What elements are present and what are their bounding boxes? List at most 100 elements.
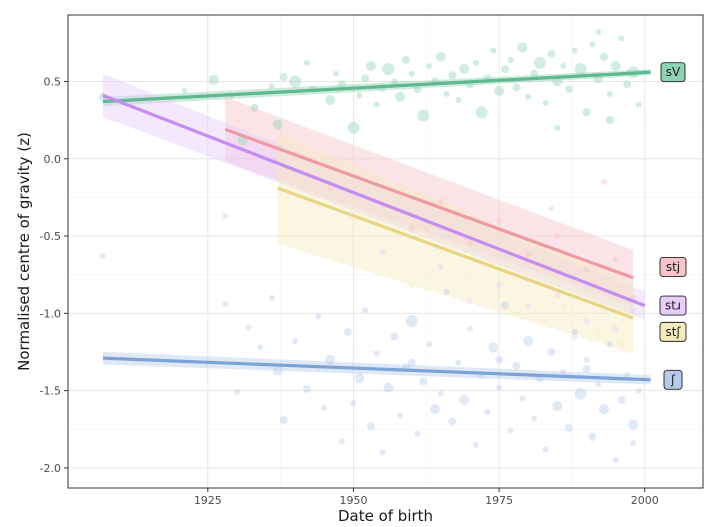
data-point-series [268,294,275,301]
trend-line-series [102,356,651,382]
data-point-sv [413,85,422,94]
data-point-series [628,419,639,430]
series-label-text: ʃ [670,373,676,387]
data-point-series [419,377,428,386]
data-point-stj [525,251,532,258]
data-point-sv [279,72,288,81]
data-point-sv [459,64,470,75]
data-point-st [571,333,578,340]
data-point-st [612,325,619,332]
data-point-sv [361,74,370,83]
data-point-sv [181,87,188,94]
data-point-sv [303,59,310,66]
data-point-series [272,365,283,376]
data-point-series [405,315,418,328]
data-point-sv [426,63,433,70]
data-point-series [343,327,352,336]
x-axis-title: Date of birth [338,507,433,525]
confidence-band-st [277,132,634,354]
data-point-sv [391,78,398,85]
data-point-series [325,354,336,365]
data-point-sv [268,83,275,90]
series-label-text: stj [666,260,680,274]
data-point-st [496,282,503,289]
data-point-sv [455,97,462,104]
data-point-series [321,404,328,411]
data-point-sv [525,93,532,100]
series-label-text: stʃ [666,325,682,339]
data-point-sv [512,83,521,92]
data-point-stj [554,233,561,240]
x-tick-label: 1950 [339,494,367,507]
data-point-sv [382,63,395,76]
data-point-st [513,310,520,317]
data-point-sv [443,90,450,97]
y-tick-label: -1.0 [40,307,61,320]
data-point-series [552,401,563,412]
y-axis-ticks: -2.0 -1.5 -1.0 -0.5 0.0 0.5 [40,75,68,475]
data-point-series [233,389,240,396]
data-point-st [525,302,532,309]
data-point-sv [356,92,363,99]
data-point-series [459,394,470,405]
series-label-sv: sV [660,62,686,83]
data-point-series [99,253,106,260]
data-point-sv [435,51,446,62]
data-point-series [379,449,386,456]
data-point-sv [595,29,602,36]
series-label-stj: stj [659,257,687,277]
data-point-st [595,328,602,335]
data-point-sv [208,74,219,85]
data-point-series [443,288,450,295]
data-point-st [554,291,561,298]
series-label-box [659,321,687,342]
data-point-st [437,263,444,270]
data-point-sv [408,70,415,77]
data-point-stj [222,212,229,219]
y-tick-label: 0.5 [44,75,62,88]
data-point-series [624,372,631,379]
data-point-series [598,404,609,415]
data-point-sv [533,56,546,69]
data-point-st [560,302,567,309]
data-point-sv [589,41,596,48]
data-point-sv [554,124,561,131]
series-label-box [660,62,686,83]
data-point-sv [542,100,549,107]
trend-line-stj [224,127,634,280]
data-point-series [257,344,264,351]
data-point-series [222,301,229,308]
data-point-sv [530,69,539,78]
data-point-series [512,361,521,370]
data-point-series [430,404,441,415]
data-point-series [496,384,503,391]
x-tick-label: 1975 [485,494,513,507]
series-label-st: stɹ [659,295,687,316]
data-point-st [466,276,473,283]
data-point-series [279,415,288,424]
panel-border [67,14,704,489]
data-point-sv [475,106,488,119]
x-tick-label: 1925 [194,494,222,507]
y-tick-label: -0.5 [40,230,61,243]
y-axis-title: Normalised centre of gravity (z) [15,132,33,371]
data-point-series [466,325,473,332]
data-point-stj [466,240,473,247]
data-point-sv [560,63,567,70]
data-point-sv [472,59,479,66]
data-point-series [582,364,591,373]
data-point-series [606,341,613,348]
data-point-series [437,390,444,397]
data-point-sv [635,101,642,108]
data-point-sv [332,70,339,77]
data-point-sv [507,56,514,63]
data-point-sv [582,108,591,117]
data-point-series [448,417,457,426]
data-point-sv [401,55,410,64]
confidence-band-stj [225,96,634,306]
series-label-series: ʃ [663,369,683,390]
data-point-series [390,332,399,341]
data-point-sv [448,71,457,80]
data-point-series [542,446,549,453]
